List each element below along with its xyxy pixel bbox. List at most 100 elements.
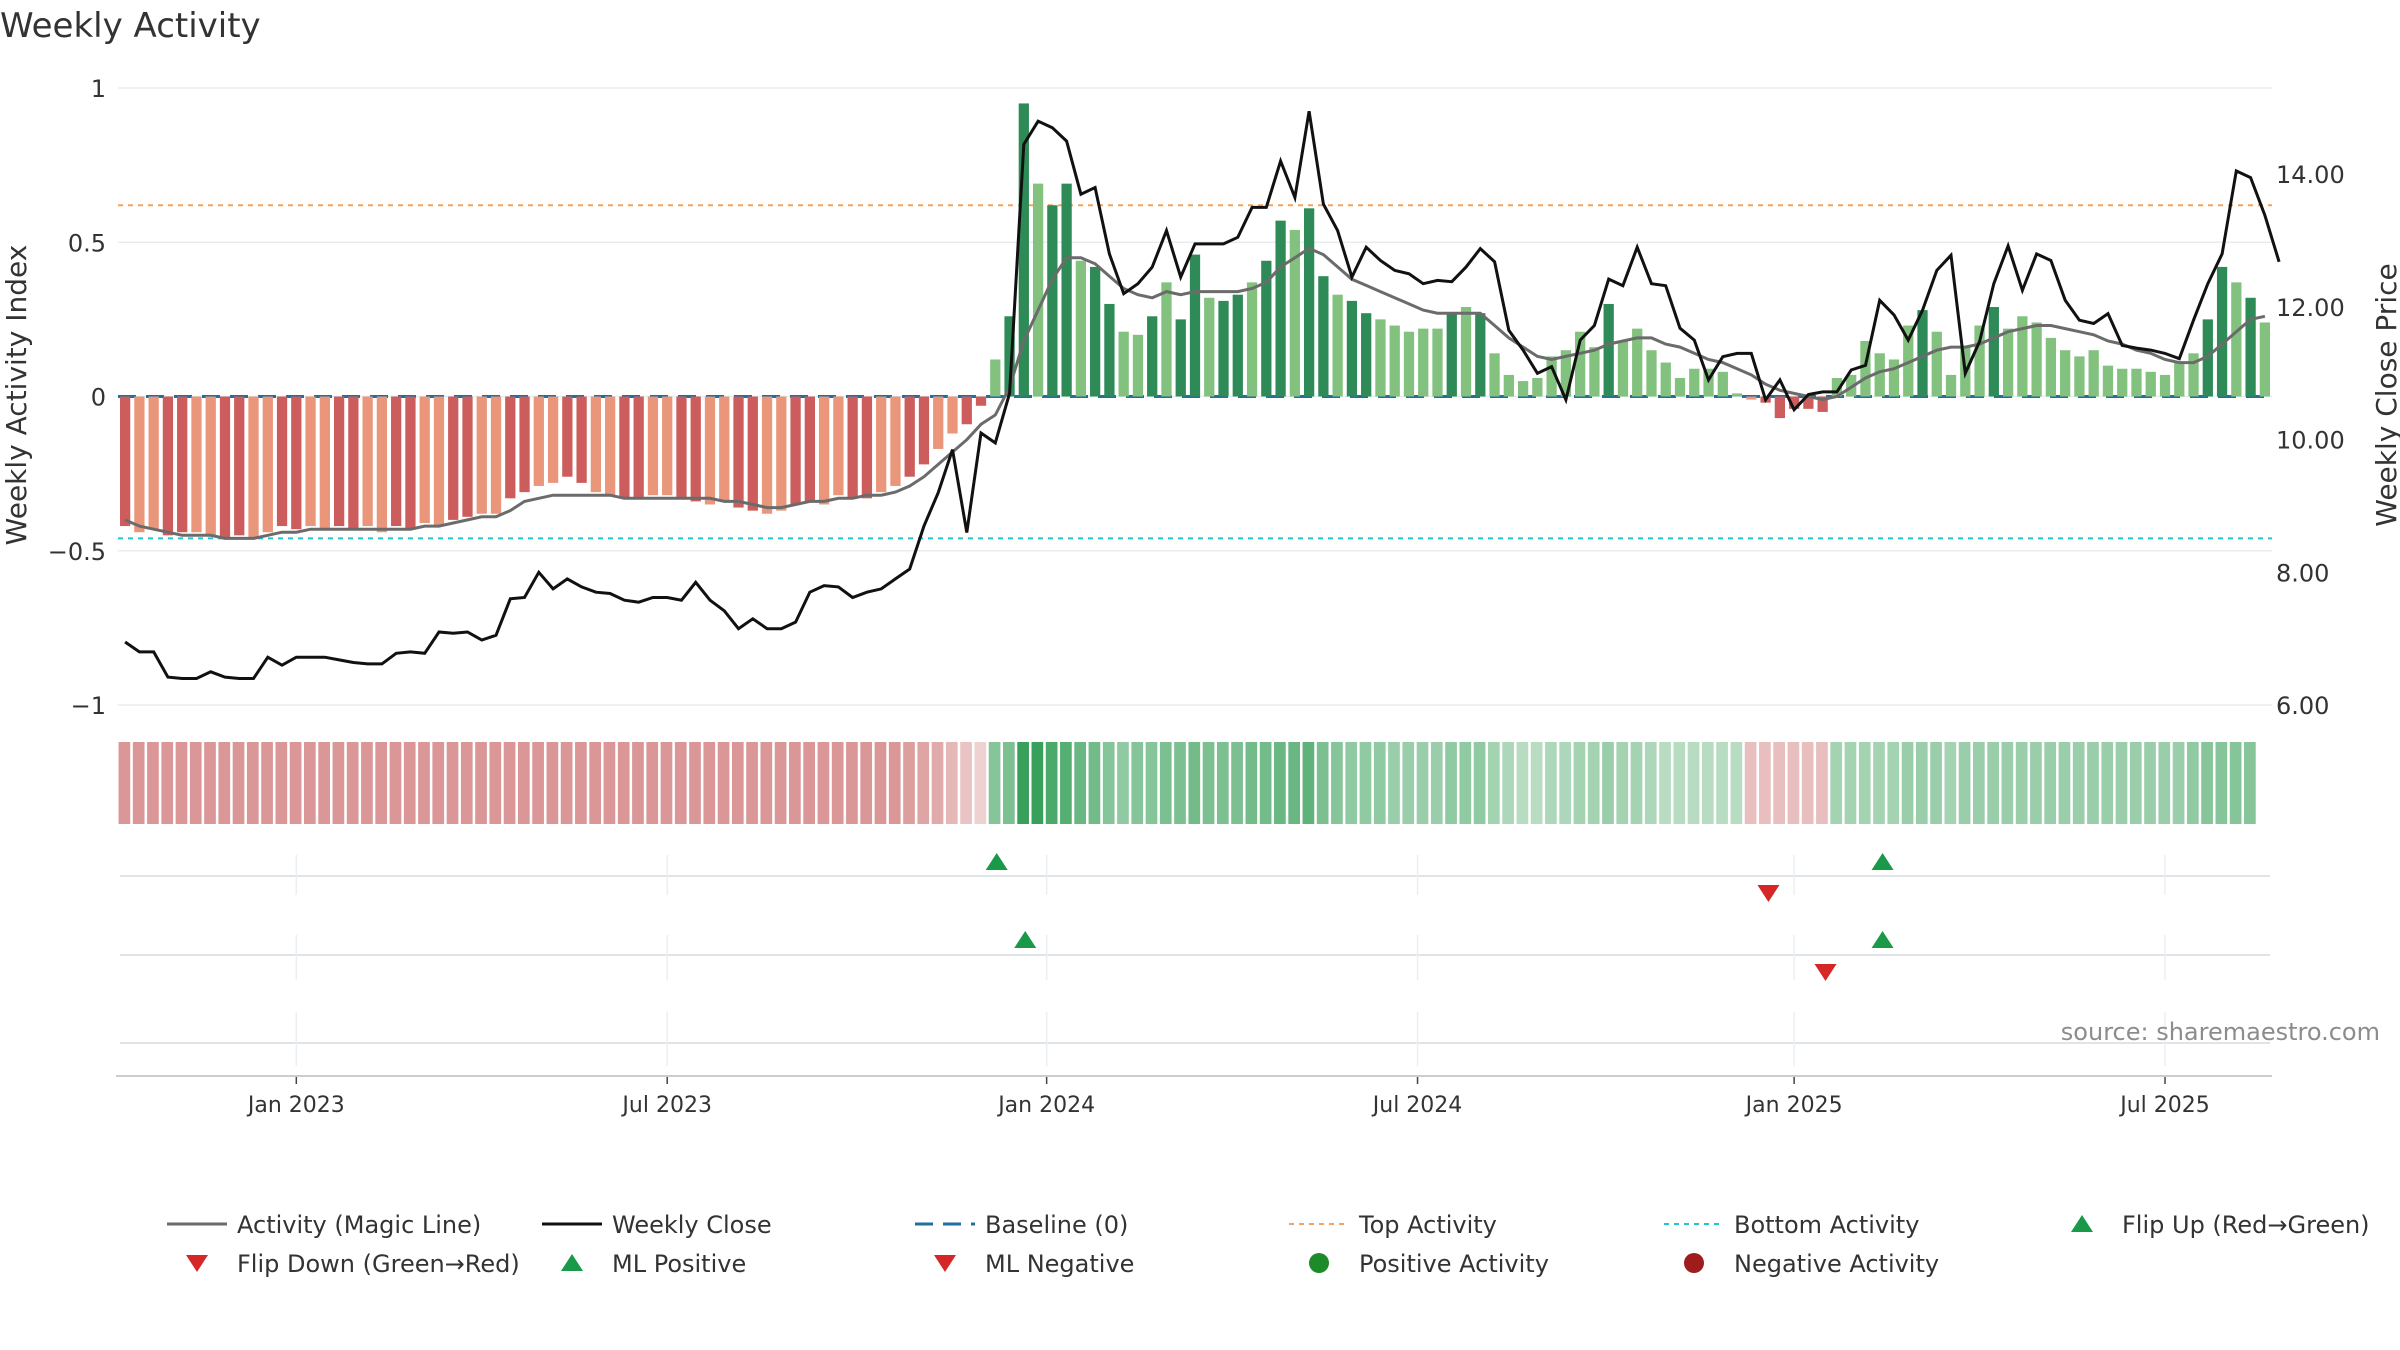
activity-bar — [219, 396, 231, 539]
activity-strip-cell — [1844, 742, 1857, 824]
activity-strip-cell — [418, 742, 430, 824]
activity-bar — [547, 396, 559, 483]
activity-strip-cell — [2215, 742, 2228, 824]
legend-item-close: Weekly Close — [542, 1211, 772, 1239]
activity-strip-cell — [1973, 742, 1985, 824]
activity-strip-cell — [1402, 742, 1415, 824]
activity-strip-cell — [803, 742, 815, 824]
activity-bar — [676, 396, 687, 499]
activity-bar — [319, 396, 330, 530]
activity-bar — [1275, 220, 1286, 397]
activity-bar — [1945, 374, 1957, 397]
activity-bar — [1375, 319, 1386, 397]
legend-label: Bottom Activity — [1734, 1211, 1919, 1239]
activity-bar — [1432, 328, 1443, 397]
activity-bar — [776, 396, 787, 511]
y-tick-label: 1 — [91, 75, 106, 103]
activity-bar — [405, 396, 416, 530]
activity-strip-cell — [874, 742, 887, 824]
activity-bar — [1032, 183, 1044, 397]
activity-strip-cell — [546, 742, 559, 824]
activity-strip-cell — [689, 742, 701, 824]
legend: Activity (Magic Line) Weekly Close Baselin… — [167, 1211, 2370, 1278]
activity-bar — [1731, 393, 1743, 397]
activity-bar — [476, 396, 487, 514]
activity-strip-cell — [1117, 742, 1129, 824]
flip-down-marker — [1757, 885, 1780, 902]
activity-strip-cell — [1759, 742, 1771, 824]
activity-strip-cell — [2244, 742, 2256, 824]
activity-bar — [1489, 353, 1500, 397]
activity-strip-cell — [1088, 742, 1101, 824]
activity-bar — [1517, 381, 1529, 397]
activity-bar — [191, 396, 202, 533]
activity-strip-cell — [960, 742, 972, 824]
activity-strip-cell — [2172, 742, 2185, 824]
activity-bar — [1988, 307, 1999, 397]
activity-strip-cell — [2072, 742, 2085, 824]
activity-strip-cell — [2229, 742, 2242, 824]
activity-strip-cell — [218, 742, 231, 824]
activity-bar — [1746, 396, 1757, 400]
x-axis: Jan 2023 Jul 2023 Jan 2024 Jul 2024 Jan 2025… — [116, 1075, 2272, 1118]
activity-bar — [1318, 276, 1329, 397]
activity-strip-cell — [1259, 742, 1272, 824]
activity-bar — [2002, 328, 2014, 397]
activity-strip-cell — [1673, 742, 1686, 824]
legend-label: Negative Activity — [1734, 1250, 1939, 1278]
ml-positive-marker — [1871, 931, 1894, 948]
activity-bar — [162, 396, 174, 536]
activity-strip-cell — [1245, 742, 1258, 824]
legend-item-mlpos: ML Positive — [561, 1250, 746, 1278]
activity-bar — [876, 396, 887, 493]
activity-bar — [1246, 282, 1258, 397]
x-tick-label: Jul 2025 — [2118, 1093, 2210, 1118]
axes: 1 0.5 0 −0.5 −1 14.00 12.00 10.00 8.00 6.00 — [48, 75, 2345, 720]
legend-item-posact: Positive Activity — [1309, 1250, 1549, 1278]
activity-bar — [2174, 362, 2185, 397]
legend-swatch-down-triangle — [186, 1255, 208, 1272]
activity-strip-cell — [132, 742, 145, 824]
activity-bar — [733, 396, 744, 508]
activity-strip-cell — [1630, 742, 1643, 824]
y-tick-label: −0.5 — [48, 538, 106, 566]
activity-bar — [576, 396, 587, 483]
activity-strip-cell — [1459, 742, 1472, 824]
activity-bar — [119, 396, 131, 527]
activity-bar — [1232, 294, 1243, 397]
activity-strip-cell — [1231, 742, 1243, 824]
activity-bar — [861, 396, 873, 499]
activity-bar — [333, 396, 345, 527]
activity-bar — [890, 396, 901, 486]
activity-bar — [1860, 340, 1871, 397]
y-right-tick-label: 12.00 — [2276, 294, 2345, 322]
activity-strip-cell — [1060, 742, 1072, 824]
legend-item-bottom: Bottom Activity — [1664, 1211, 1919, 1239]
activity-strip-cell — [817, 742, 830, 824]
activity-bar — [134, 396, 145, 533]
legend-swatch-negative-dot — [1684, 1253, 1704, 1273]
activity-bar — [1104, 303, 1115, 397]
activity-bar — [633, 396, 644, 499]
activity-bar — [1161, 282, 1172, 397]
activity-bar — [2259, 322, 2271, 397]
activity-bar — [362, 396, 373, 527]
activity-bar — [975, 396, 987, 406]
activity-strip-cell — [318, 742, 330, 824]
flip-up-marker — [985, 853, 1008, 870]
activity-bar — [1361, 313, 1372, 397]
activity-bar — [1261, 260, 1272, 397]
activity-bar — [1803, 396, 1814, 409]
activity-bar — [1403, 331, 1415, 397]
activity-bar — [1218, 300, 1229, 397]
activity-bar — [933, 396, 944, 449]
activity-strip-cell — [1045, 742, 1058, 824]
activity-bar — [1560, 350, 1572, 397]
activity-strip-cell — [517, 742, 530, 824]
activity-bar — [947, 396, 958, 434]
activity-strip-cell — [304, 742, 316, 824]
activity-bar — [2216, 266, 2228, 397]
activity-bar — [519, 396, 530, 493]
activity-bar — [918, 396, 930, 465]
activity-strip-cell — [974, 742, 987, 824]
